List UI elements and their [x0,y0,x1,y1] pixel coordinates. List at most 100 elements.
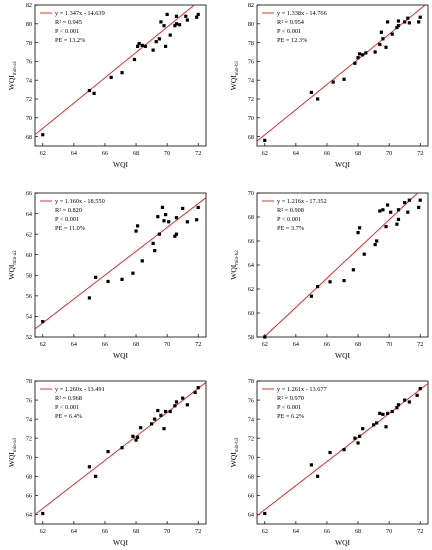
data-point [385,203,390,207]
data-point [159,413,163,417]
x-tick-label: 72 [417,341,423,348]
y-tick-label: 70 [248,454,254,461]
data-point [87,296,92,300]
data-point [173,24,177,28]
y-axis-label: WQImin-a2 [7,250,18,280]
y-tick-label: 70 [248,115,254,122]
data-point [396,24,401,28]
x-tick-label: 70 [386,341,392,348]
data-point [331,80,335,84]
data-point [263,138,267,142]
data-point [396,217,401,221]
data-point [385,411,390,416]
data-point [375,239,379,243]
y-tick-label: 72 [248,96,254,103]
data-point [195,218,199,222]
data-point [160,205,165,209]
stat-line: R² = 0.968 [55,395,82,402]
data-point [375,421,379,425]
data-point [162,427,166,431]
data-point [173,404,177,408]
data-point [134,438,138,442]
data-point [358,434,362,438]
x-tick-label: 62 [40,528,46,535]
data-point [131,271,135,275]
y-tick-label: 64 [248,512,254,519]
stat-line: PE = 3.7% [277,225,305,232]
data-point [406,16,410,20]
data-point [163,409,168,414]
data-point [316,285,320,289]
y-axis-label-sub: min-b1 [235,60,240,75]
chart-panel-3: 62 64 66 68 70 725254565860626466WQIWQImin-a2… [7,190,207,360]
data-point [316,474,320,478]
chart-panel-5: 62 64 66 68 70 726466687072747678WQIWQImin-a3… [7,378,207,547]
data-point [157,37,161,41]
data-point [159,20,163,24]
data-point [395,222,399,226]
y-tick-label: 72 [26,435,32,442]
x-tick-label: 62 [40,341,46,348]
stat-line: PE = 13.2% [55,37,86,44]
chart-panel-1: 62 64 66 68 70 726870727476788082WQIWQImin-a1… [7,2,207,169]
y-tick-label: 72 [248,435,254,442]
stat-line: P < 0.001 [277,404,301,411]
y-tick-label: 68 [26,134,32,141]
data-point [185,403,189,407]
y-tick-label: 56 [26,293,32,300]
data-point [364,51,368,55]
y-tick-label: 66 [248,238,254,245]
stat-line: P < 0.001 [55,28,79,35]
data-point [373,243,377,247]
y-axis-label-main: WQI [229,264,238,279]
data-point [362,252,366,256]
data-point [92,91,96,95]
y-axis-label-main: WQI [7,452,16,467]
data-point [41,319,45,324]
data-point [136,44,140,48]
x-tick-label: 72 [417,150,423,157]
data-point [316,97,320,101]
x-tick-label: 68 [133,150,139,157]
fit-line [34,197,207,330]
data-point [140,43,144,48]
y-axis-label-main: WQI [229,452,238,467]
data-point [385,20,390,24]
data-point [163,44,168,48]
data-point [196,12,200,16]
y-tick-label: 66 [248,493,254,500]
data-point [351,268,355,272]
x-tick-label: 62 [262,150,268,157]
x-tick-label: 68 [355,150,361,157]
data-point [418,387,422,391]
chart-panel-4: 62 64 66 68 70 7258606264666870WQIWQImin-b2y … [229,190,429,360]
data-point [342,448,346,452]
x-tick-label: 70 [386,528,392,535]
stat-line: P < 0.001 [277,28,301,35]
data-point [153,249,157,253]
data-point [174,232,179,236]
y-tick-label: 54 [26,314,32,321]
x-axis-label: WQI [335,538,350,547]
y-tick-label: 60 [248,310,254,317]
legend-equation: y = 1.260x - 13.491 [55,386,105,393]
x-tick-label: 68 [133,528,139,535]
x-tick-label: 66 [324,150,330,157]
y-tick-label: 64 [26,512,32,519]
data-point [309,294,314,298]
data-point [342,77,346,81]
data-point [378,411,382,416]
data-point [156,215,160,219]
data-point [384,225,388,229]
x-tick-label: 72 [417,528,423,535]
y-tick-label: 68 [248,474,254,481]
x-axis-label: WQI [113,160,128,169]
y-tick-label: 74 [26,77,32,84]
data-point [136,224,140,228]
data-point [309,463,314,467]
data-point [149,422,154,426]
y-axis-label: WQImin-a1 [7,60,18,90]
stat-line: P < 0.001 [277,216,301,223]
data-point [157,232,161,236]
data-point [378,209,382,213]
